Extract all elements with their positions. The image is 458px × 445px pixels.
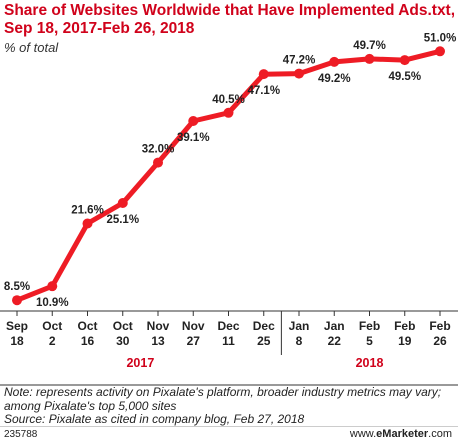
footer-divider [0,426,458,427]
data-point [364,53,375,64]
year-label: 2018 [356,356,384,370]
data-point [153,157,163,168]
x-tick-label: Nov [182,319,205,333]
chart-notes: Note: represents activity on Pixalate's … [4,385,454,427]
data-label: 21.6% [71,204,104,216]
x-tick-label: Feb [394,319,415,333]
data-label: 40.5% [212,94,245,106]
x-tick-label: 2 [49,334,56,348]
x-tick-label: 13 [151,334,165,348]
data-label: 47.1% [247,85,280,97]
series-line [14,48,443,303]
x-tick-label: 11 [222,334,235,348]
data-point [47,281,58,292]
x-tick-label: Jan [289,319,310,333]
brand-logo: www.eMarketer.com [350,428,452,440]
data-label: 49.2% [318,73,351,85]
line-chart: 8.5% 10.9% 21.6%25.1% 32.0%39.1% 40.5%47.1% 4… [0,32,458,386]
data-label: 51.0% [424,32,457,44]
x-tick-label: 8 [296,334,303,348]
x-tick-label: Dec [253,319,275,333]
source-text: Source: Pixalate as cited in company blo… [4,412,305,426]
x-tick-label: 25 [257,334,271,348]
data-label: 25.1% [106,214,139,226]
chart-title: Share of Websites Worldwide that Have Im… [4,2,456,37]
data-point [12,295,22,306]
data-point [435,46,445,57]
x-tick-label: 19 [398,334,412,348]
x-tick-label: 26 [433,334,447,348]
x-tick-label: Oct [77,319,97,333]
x-tick-label: 16 [81,334,95,348]
x-tick-label: Feb [359,319,380,333]
x-tick-label: 30 [116,334,130,348]
data-point [82,218,93,229]
x-tick-label: 5 [366,334,373,348]
x-tick-label: Feb [429,319,450,333]
x-tick-label: 18 [10,334,24,348]
brand-name: eMarketer [376,428,429,440]
chart-id: 235788 [4,429,38,440]
note-text: Note: represents activity on Pixalate's … [4,385,442,413]
data-label: 10.9% [36,297,69,309]
data-point [258,69,269,80]
data-label: 49.7% [353,40,386,52]
data-point [329,56,340,67]
data-point [117,197,128,208]
x-tick-label: 22 [328,334,342,348]
x-tick-label: Oct [113,319,133,333]
chart-subtitle: % of total [4,40,59,55]
x-tick-label: Oct [42,319,62,333]
year-label: 2017 [126,356,154,370]
brand-suffix: .com [428,428,452,440]
x-tick-label: Dec [217,319,239,333]
data-point [223,107,234,118]
data-point [294,68,304,79]
data-label: 49.5% [388,71,421,83]
data-point [399,55,410,66]
x-tick-label: 27 [187,334,201,348]
data-label: 8.5% [4,281,30,293]
data-point [188,116,199,127]
brand-prefix: www. [349,428,377,440]
data-label: 32.0% [142,144,175,156]
x-tick-label: Nov [147,319,170,333]
x-tick-label: Jan [324,319,345,333]
data-label: 47.2% [283,55,316,67]
data-label: 39.1% [177,132,210,144]
x-tick-label: Sep [6,319,28,333]
